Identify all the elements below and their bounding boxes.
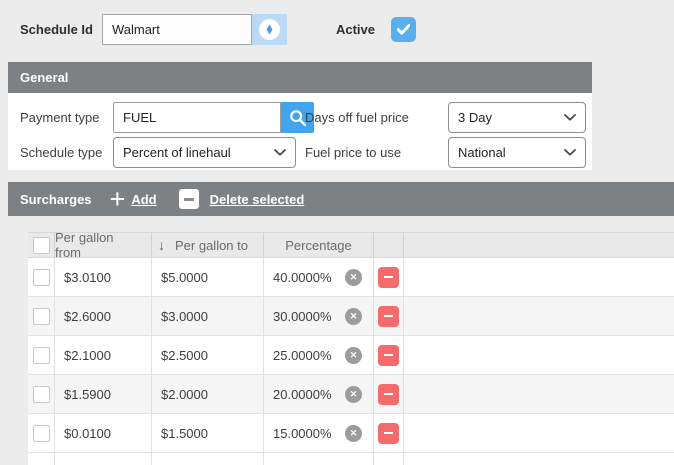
payment-type-label: Payment type: [20, 110, 100, 125]
per-gallon-from-value: $2.1000: [64, 347, 111, 363]
general-panel: General Payment type Days off fuel price…: [8, 62, 592, 170]
delete-selected-link[interactable]: Delete selected: [209, 191, 305, 207]
clear-icon[interactable]: ✕: [345, 268, 362, 286]
percentage-value: 15.0000%: [273, 425, 332, 441]
schedule-id-label: Schedule Id: [20, 22, 93, 37]
column-header-per-gallon-from[interactable]: Per gallon from: [55, 233, 152, 257]
table-row: $3.0100 $5.0000 40.0000% ✕: [28, 258, 674, 297]
minus-icon: [384, 393, 393, 395]
delete-row-button[interactable]: [378, 305, 399, 327]
add-surcharge-link[interactable]: Add: [131, 191, 157, 207]
schedule-lookup-button[interactable]: [251, 14, 287, 45]
select-all-checkbox[interactable]: [32, 236, 50, 254]
delete-row-button[interactable]: [378, 422, 399, 444]
column-header-percentage[interactable]: Percentage: [264, 233, 374, 257]
schedule-type-value: Percent of linehaul: [123, 145, 231, 160]
schedule-id-input[interactable]: [101, 14, 252, 45]
schedule-id-row: Schedule Id Active: [20, 14, 416, 45]
add-icon: +: [109, 183, 126, 214]
table-header-row: Per gallon from ↓ Per gallon to Percenta…: [28, 232, 674, 258]
general-panel-header: General: [8, 62, 592, 93]
clear-icon[interactable]: ✕: [345, 346, 362, 364]
per-gallon-from-value: $2.6000: [64, 308, 111, 324]
column-header-per-gallon-to[interactable]: ↓ Per gallon to: [152, 233, 264, 257]
per-gallon-to-value: $5.0000: [161, 269, 208, 285]
row-checkbox[interactable]: [32, 424, 50, 442]
row-checkbox[interactable]: [32, 307, 50, 325]
active-checkbox[interactable]: [391, 17, 416, 42]
column-header-actions: [374, 233, 404, 257]
percentage-value: 20.0000%: [273, 386, 332, 402]
days-off-fuel-price-select[interactable]: 3 Day: [448, 102, 586, 133]
table-row-partial: [28, 453, 674, 465]
per-gallon-from-value: $3.0100: [64, 269, 111, 285]
per-gallon-to-value: $2.0000: [161, 386, 208, 402]
table-row: $0.0100 $1.5000 15.0000% ✕: [28, 414, 674, 453]
table-row: $2.6000 $3.0000 30.0000% ✕: [28, 297, 674, 336]
minus-icon: [178, 189, 199, 209]
row-checkbox[interactable]: [32, 268, 50, 286]
per-gallon-to-value: $1.5000: [161, 425, 208, 441]
percentage-value: 30.0000%: [273, 308, 332, 324]
schedule-id-group: [101, 14, 287, 45]
minus-icon: [384, 354, 393, 356]
general-panel-body: Payment type Days off fuel price 3 Day S…: [8, 93, 592, 170]
compass-icon: [258, 19, 280, 40]
schedule-type-select[interactable]: Percent of linehaul: [113, 137, 296, 168]
active-check-icon: [397, 24, 410, 35]
table-row: $2.1000 $2.5000 25.0000% ✕: [28, 336, 674, 375]
delete-row-button[interactable]: [378, 383, 399, 405]
search-icon: [289, 109, 306, 126]
per-gallon-to-value: $3.0000: [161, 308, 208, 324]
surcharges-table: Per gallon from ↓ Per gallon to Percenta…: [28, 232, 674, 465]
percentage-value: 40.0000%: [273, 269, 332, 285]
per-gallon-from-value: $0.0100: [64, 425, 111, 441]
schedule-type-label: Schedule type: [20, 145, 103, 160]
clear-icon[interactable]: ✕: [345, 307, 362, 325]
active-label: Active: [335, 22, 375, 37]
clear-icon[interactable]: ✕: [345, 385, 362, 403]
clear-icon[interactable]: ✕: [345, 424, 362, 442]
chevron-down-icon: [274, 149, 286, 156]
delete-row-button[interactable]: [378, 266, 399, 288]
per-gallon-to-value: $2.5000: [161, 347, 208, 363]
payment-type-group: [113, 102, 314, 133]
minus-icon: [384, 432, 393, 434]
fuel-price-to-use-value: National: [458, 145, 506, 160]
minus-icon: [384, 315, 393, 317]
percentage-value: 25.0000%: [273, 347, 332, 363]
days-off-fuel-price-value: 3 Day: [458, 110, 492, 125]
general-panel-title: General: [20, 70, 69, 85]
fuel-price-to-use-label: Fuel price to use: [305, 145, 402, 160]
row-checkbox[interactable]: [32, 385, 50, 403]
chevron-down-icon: [564, 149, 576, 156]
sort-descending-icon: ↓: [158, 237, 165, 253]
column-header-filler: [404, 233, 674, 257]
delete-row-button[interactable]: [378, 344, 399, 366]
payment-type-input[interactable]: [113, 102, 281, 133]
per-gallon-from-value: $1.5900: [64, 386, 111, 402]
table-row: $1.5900 $2.0000 20.0000% ✕: [28, 375, 674, 414]
days-off-fuel-price-label: Days off fuel price: [305, 110, 409, 125]
row-checkbox[interactable]: [32, 346, 50, 364]
payment-type-search-button[interactable]: [281, 102, 314, 133]
surcharges-title: Surcharges: [20, 191, 92, 207]
header-select-all-cell: [28, 233, 55, 257]
minus-icon: [384, 276, 393, 278]
chevron-down-icon: [564, 114, 576, 121]
surcharges-toolbar: Surcharges + Add Delete selected: [8, 182, 674, 216]
fuel-price-to-use-select[interactable]: National: [448, 137, 586, 168]
